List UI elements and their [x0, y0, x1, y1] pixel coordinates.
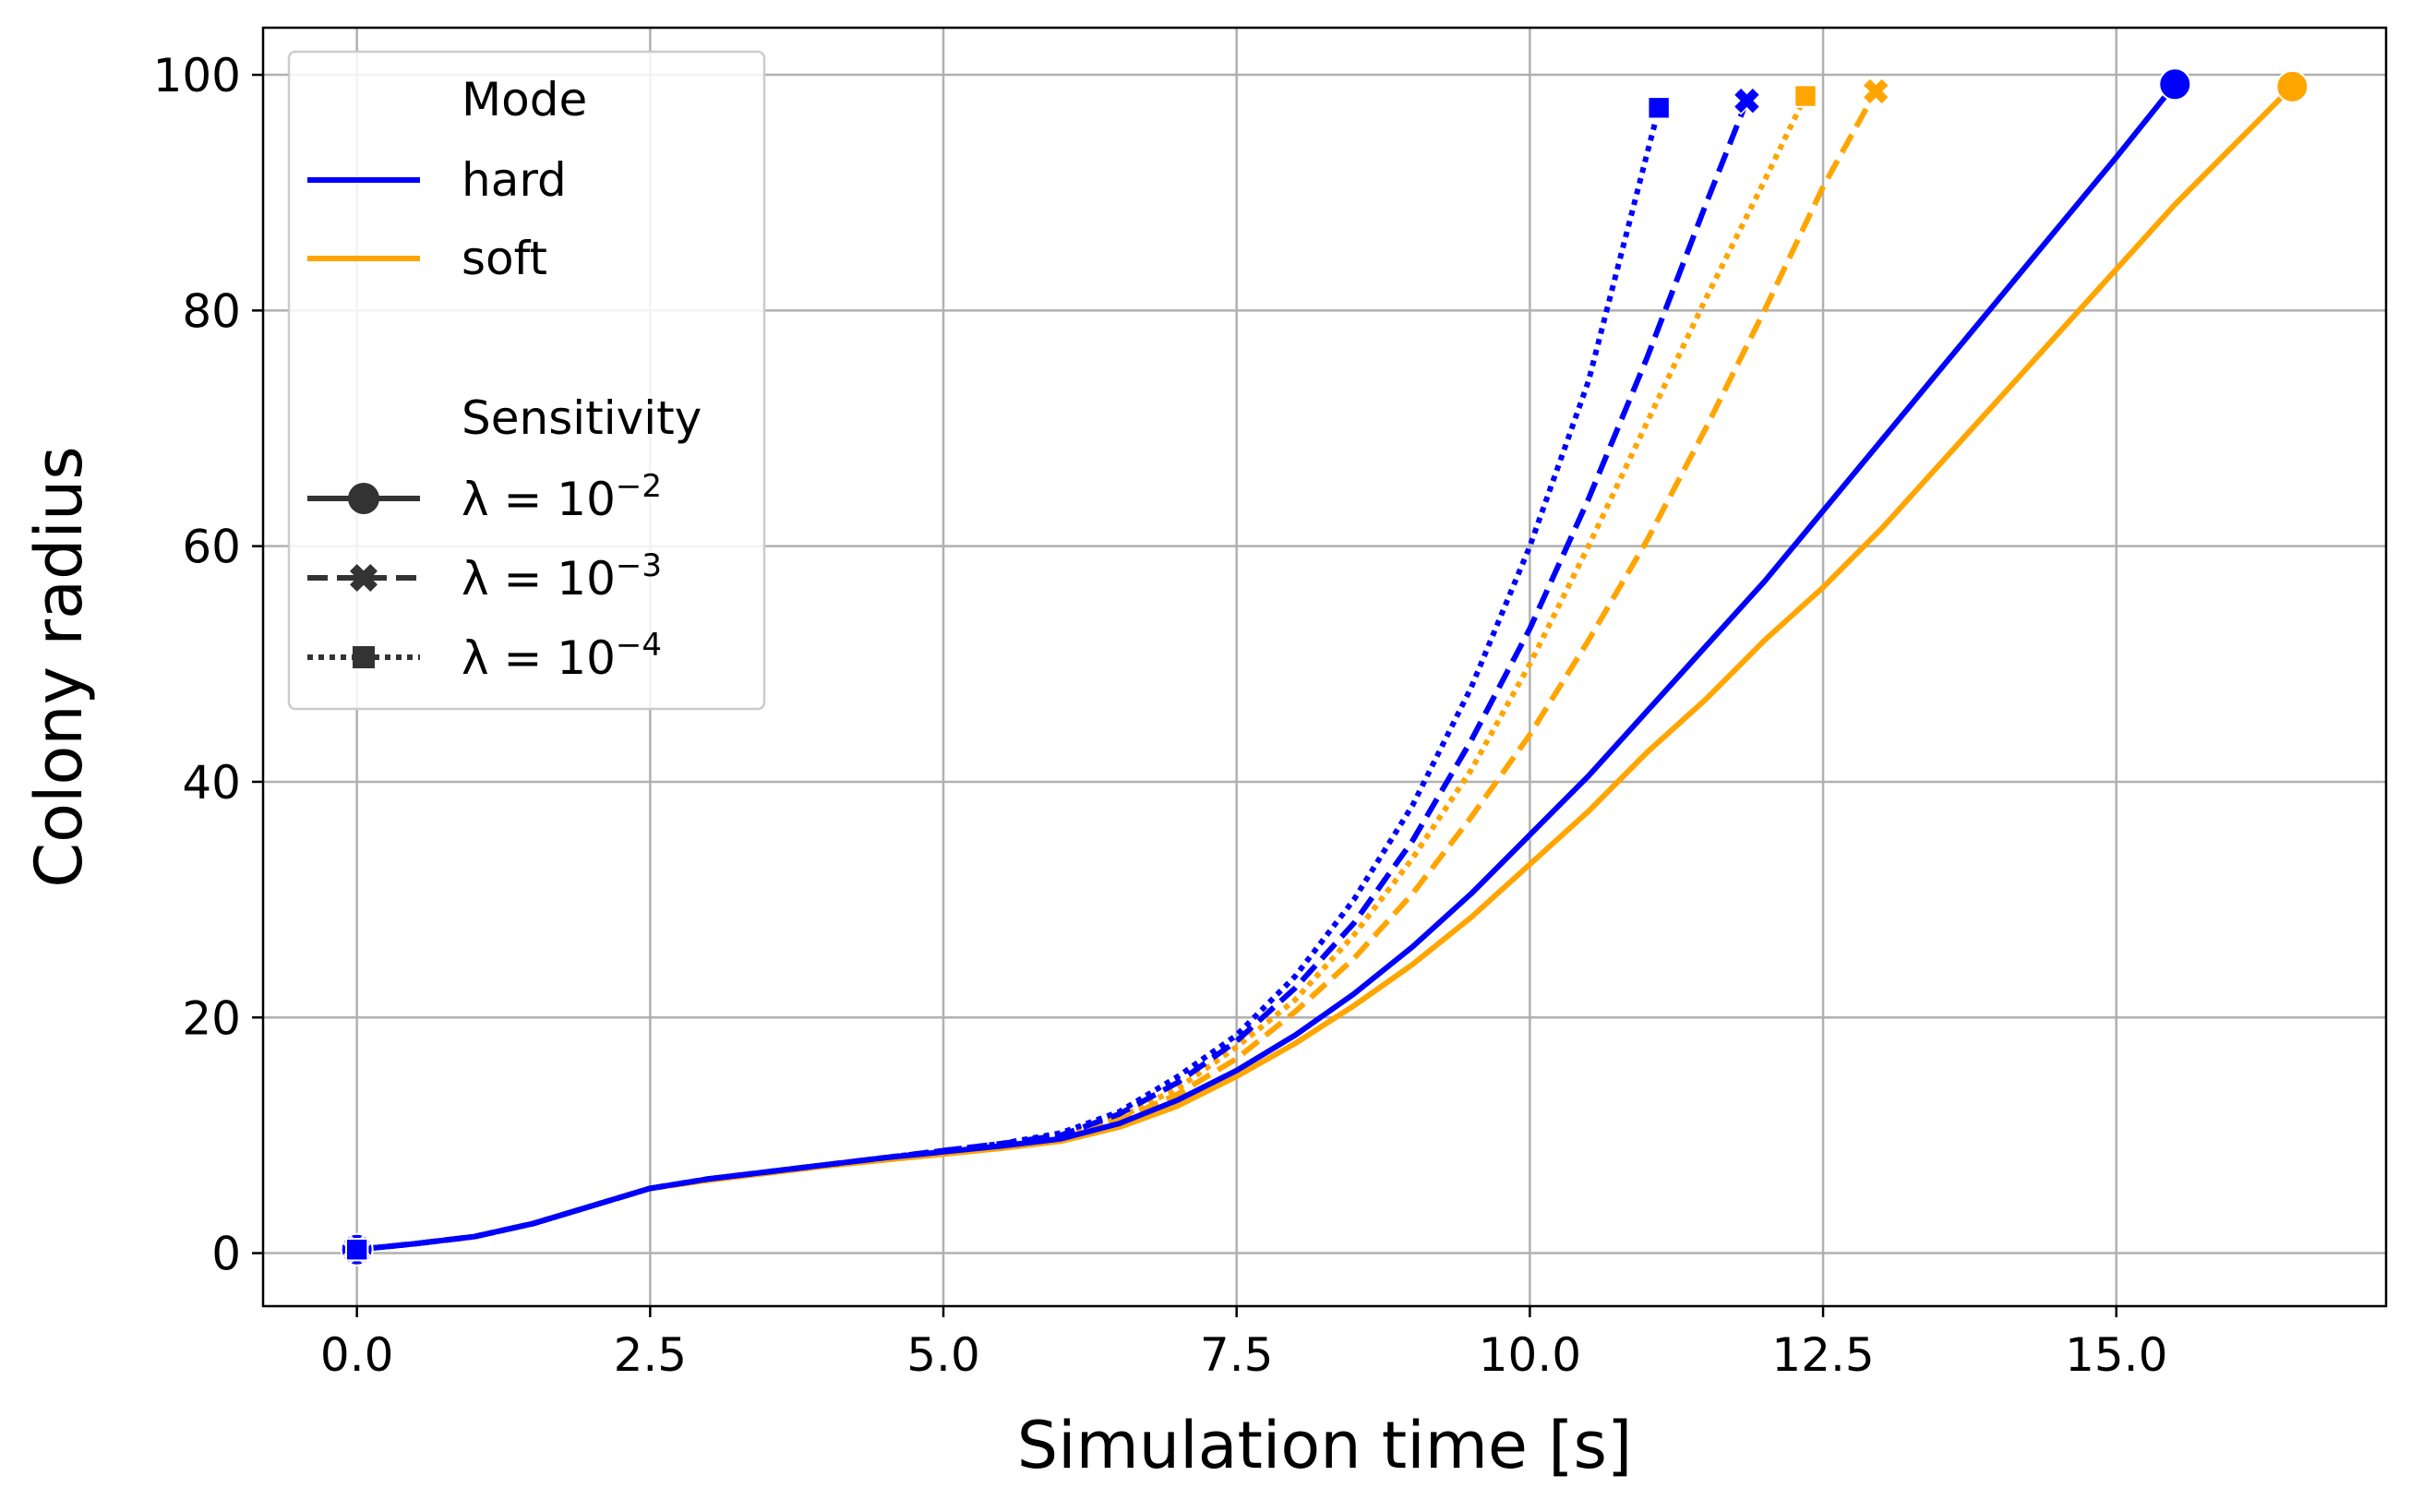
- x-tick-label: 0.0: [320, 1328, 394, 1382]
- legend-sensitivity-label: λ = 10−2: [462, 468, 662, 526]
- series-end-marker: [1647, 96, 1671, 120]
- legend-sensitivity-1e-2: λ = 10−2: [307, 468, 662, 526]
- series-end-marker: [2158, 67, 2192, 102]
- y-tick-label: 60: [182, 521, 241, 574]
- x-axis-label: Simulation time [s]: [1017, 1408, 1633, 1483]
- ticks: 0.0 2.5 5.0 7.5 10.0 12.5 15.0 0 20 40 60 80 100: [153, 49, 2168, 1382]
- plot-area-frame: [261, 26, 2388, 1308]
- legend-sensitivity-1e-3: λ = 10−3: [307, 547, 662, 606]
- y-axis-label: Colony radius: [21, 446, 97, 887]
- x-tick-label: 10.0: [1479, 1328, 1581, 1382]
- series-end-marker: [2275, 69, 2309, 103]
- legend-soft-label: soft: [462, 232, 547, 285]
- legend-hard-label: hard: [462, 153, 567, 207]
- x-tick-label: 7.5: [1200, 1328, 1274, 1382]
- series-line-soft-dashed: [356, 90, 1878, 1253]
- legend-box: [287, 50, 766, 711]
- x-tick-label: 2.5: [614, 1328, 688, 1382]
- legend: Mode hard soft Sensitivity λ = 10−2 λ = …: [287, 50, 766, 711]
- legend-sensitivity-label: λ = 10−4: [462, 627, 662, 685]
- series-line-hard-dashed: [356, 99, 1750, 1253]
- y-tick-label: 40: [182, 756, 241, 810]
- y-tick-label: 100: [153, 49, 241, 102]
- x-tick-label: 15.0: [2065, 1328, 2167, 1382]
- legend-circle-marker: [348, 483, 379, 514]
- y-tick-label: 80: [182, 284, 241, 338]
- legend-sensitivity-1e-4: λ = 10−4: [307, 627, 662, 685]
- y-tick-label: 0: [211, 1228, 241, 1281]
- y-tick-label: 20: [182, 991, 241, 1045]
- legend-sensitivity-label: λ = 10−3: [462, 547, 662, 606]
- legend-square-marker: [353, 646, 375, 668]
- series-end-marker: [1861, 77, 1890, 106]
- x-tick-label: 12.5: [1771, 1328, 1874, 1382]
- legend-x-marker: [350, 564, 378, 592]
- series-end-marker: [1733, 86, 1761, 115]
- series-end-marker: [1793, 84, 1817, 108]
- x-tick-label: 5.0: [906, 1328, 980, 1382]
- series-line-hard-dotted: [356, 107, 1662, 1253]
- series-start-marker: [344, 1238, 369, 1262]
- legend-mode-title: Mode: [462, 73, 587, 126]
- legend-sensitivity-title: Sensitivity: [462, 391, 702, 445]
- series-layer: [340, 67, 2309, 1266]
